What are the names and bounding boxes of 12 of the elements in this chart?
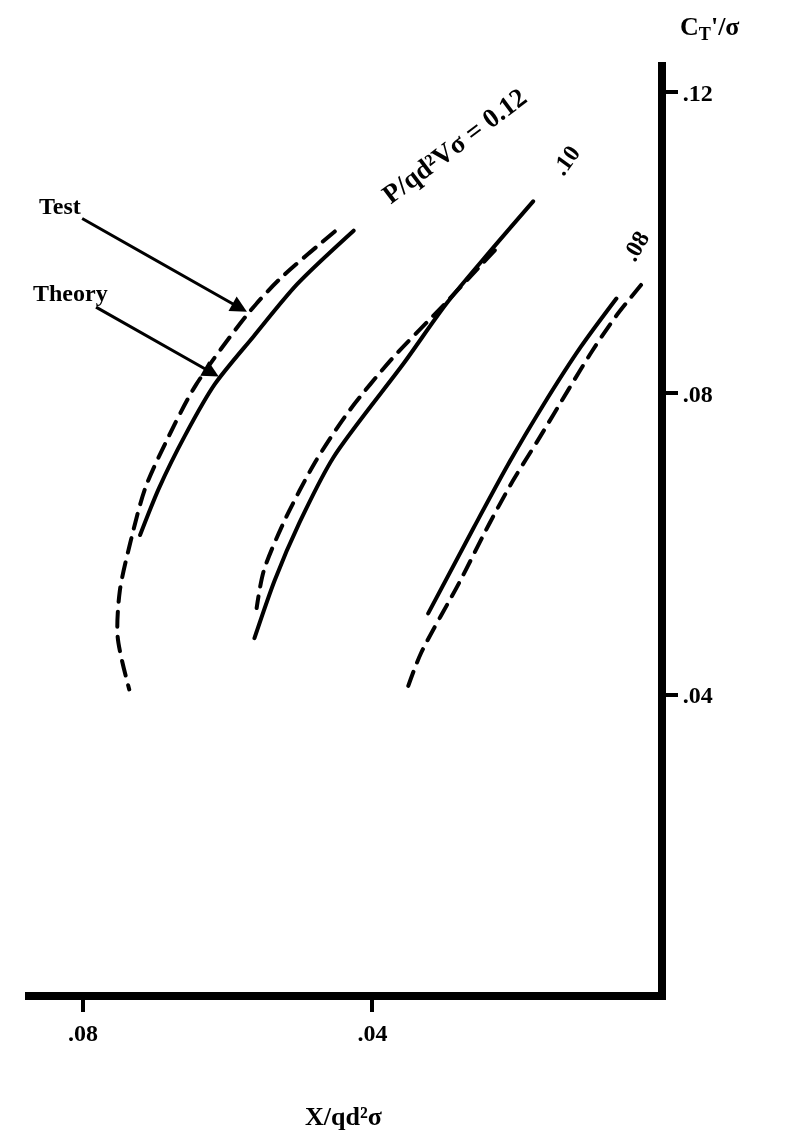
line-series: [115, 229, 337, 692]
y-axis-title: C$_{T}$'/σ: [680, 12, 740, 45]
y-tick-label: .04: [682, 682, 713, 709]
y-tick-label: .08: [682, 380, 713, 407]
annotation: Theory: [33, 280, 108, 306]
annotation: Test: [39, 193, 81, 219]
line-series: [138, 228, 356, 538]
line-series: [426, 296, 619, 616]
y-tick-label: .12: [682, 79, 713, 106]
annotation: .08: [616, 226, 655, 266]
x-axis-title: X/qd²σ: [305, 1102, 382, 1132]
annotation: .10: [546, 140, 586, 181]
